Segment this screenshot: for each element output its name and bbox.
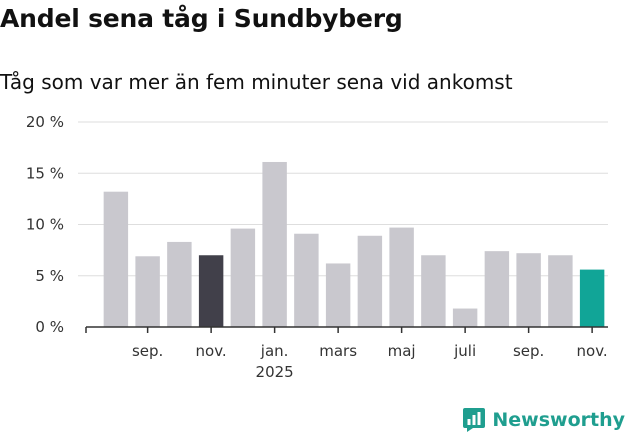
bar-2024-10 bbox=[167, 241, 192, 327]
y-tick-label: 10 % bbox=[26, 216, 64, 234]
newsworthy-chart-icon bbox=[463, 408, 486, 432]
bar-2025-03 bbox=[325, 263, 351, 327]
bar-2024-11 bbox=[198, 255, 224, 327]
newsworthy-logo: Newsworthy bbox=[462, 407, 625, 433]
bar-2025-05 bbox=[389, 227, 414, 327]
y-tick-label: 5 % bbox=[35, 267, 64, 285]
x-tick-label: nov. bbox=[577, 342, 608, 360]
brand-name: Newsworthy bbox=[492, 409, 625, 431]
bar-2025-11 bbox=[579, 269, 605, 327]
bar-2025-10 bbox=[548, 255, 573, 327]
chart-subtitle: Tåg som var mer än fem minuter sena vid … bbox=[0, 70, 513, 94]
bars bbox=[103, 161, 605, 327]
x-tick-label: maj bbox=[388, 342, 416, 360]
x-tick-label: sep. bbox=[132, 342, 163, 360]
x-tick-year-label: 2025 bbox=[256, 363, 294, 381]
bar-chart: 0 % 5 % 10 % 15 % 20 % sep. nov. jan. 2025 mars m… bbox=[26, 113, 608, 381]
bar-2024-08 bbox=[103, 191, 129, 327]
y-tick-label: 20 % bbox=[26, 113, 64, 131]
x-tick-label: sep. bbox=[513, 342, 544, 360]
bar-2025-08 bbox=[484, 251, 510, 327]
x-tick-label: juli bbox=[453, 342, 476, 360]
bar-2025-04 bbox=[357, 235, 383, 327]
y-tick-label: 0 % bbox=[35, 318, 64, 336]
bar-2024-09 bbox=[135, 256, 160, 327]
y-axis-labels: 0 % 5 % 10 % 15 % 20 % bbox=[26, 113, 64, 336]
bar-2025-02 bbox=[294, 233, 319, 327]
chart-title: Andel sena tåg i Sundbyberg bbox=[0, 4, 403, 33]
x-axis-labels: sep. nov. jan. 2025 mars maj juli sep. nov. bbox=[132, 342, 608, 381]
bar-2025-06 bbox=[421, 255, 446, 327]
gridlines bbox=[78, 121, 608, 277]
bar-2025-09 bbox=[516, 253, 541, 327]
bar-2024-12 bbox=[230, 228, 256, 327]
x-tick-label: mars bbox=[319, 342, 357, 360]
x-tick-label: nov. bbox=[196, 342, 227, 360]
x-tick-label: jan. bbox=[260, 342, 289, 360]
y-tick-label: 15 % bbox=[26, 164, 64, 182]
bar-2025-01 bbox=[262, 161, 287, 327]
bar-2025-07 bbox=[452, 308, 478, 327]
x-axis bbox=[85, 326, 608, 333]
